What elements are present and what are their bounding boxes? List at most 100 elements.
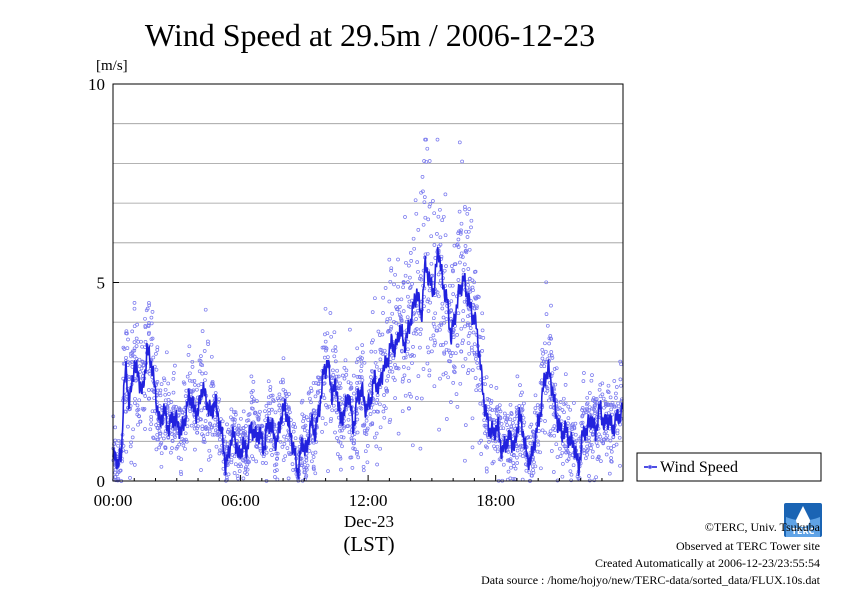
data-point xyxy=(520,404,525,409)
data-point xyxy=(352,432,357,436)
data-point xyxy=(444,347,449,352)
data-point xyxy=(589,442,594,447)
data-point xyxy=(552,433,557,438)
data-point xyxy=(585,452,589,457)
data-point xyxy=(316,389,320,394)
data-point xyxy=(195,387,199,392)
data-point xyxy=(495,449,500,454)
data-point xyxy=(163,387,168,392)
data-point xyxy=(287,407,291,412)
y-axis-unit: [m/s] xyxy=(96,58,128,74)
data-point xyxy=(480,349,485,353)
data-point xyxy=(342,424,347,429)
data-point xyxy=(146,323,151,328)
data-point xyxy=(537,429,541,433)
data-point xyxy=(174,405,178,409)
data-point xyxy=(264,404,269,408)
data-point xyxy=(246,460,251,465)
data-point xyxy=(217,397,221,402)
data-point xyxy=(213,428,218,433)
data-point xyxy=(209,354,214,359)
data-point xyxy=(561,462,565,466)
data-point xyxy=(463,356,468,361)
data-point xyxy=(408,251,413,255)
data-point xyxy=(277,392,282,397)
data-point xyxy=(399,318,404,323)
data-point xyxy=(459,228,463,233)
data-point xyxy=(577,436,582,441)
data-point xyxy=(508,459,513,463)
data-point xyxy=(457,209,462,214)
data-point xyxy=(540,356,545,361)
data-point xyxy=(512,428,517,433)
data-point xyxy=(468,276,472,281)
data-point xyxy=(190,379,195,384)
data-point xyxy=(180,437,185,441)
data-point xyxy=(382,348,387,353)
data-point xyxy=(338,424,342,429)
data-point xyxy=(373,349,378,354)
data-point xyxy=(148,427,153,432)
data-point xyxy=(241,426,246,431)
data-point xyxy=(508,402,513,407)
data-point xyxy=(159,382,164,386)
data-point xyxy=(466,267,471,271)
data-point xyxy=(387,420,392,424)
data-point xyxy=(132,401,137,405)
data-point xyxy=(355,417,360,422)
data-point xyxy=(397,310,402,315)
data-point xyxy=(238,462,242,467)
data-point xyxy=(137,357,142,362)
data-point xyxy=(427,368,432,373)
data-point xyxy=(532,460,536,465)
data-point xyxy=(492,444,496,449)
x-axis-date-label: Dec-23 xyxy=(344,512,394,531)
data-point xyxy=(442,320,447,325)
data-point xyxy=(590,455,595,460)
data-point xyxy=(416,228,421,232)
data-point xyxy=(401,309,406,313)
data-point xyxy=(558,446,562,451)
data-point xyxy=(593,409,597,414)
data-point xyxy=(587,435,591,440)
data-point xyxy=(373,435,377,440)
data-point xyxy=(396,257,400,262)
data-point xyxy=(428,300,432,305)
data-point xyxy=(427,288,432,293)
data-point xyxy=(307,449,312,453)
data-point xyxy=(538,450,542,455)
data-point xyxy=(467,247,472,252)
data-point xyxy=(604,430,608,434)
data-point xyxy=(268,385,273,389)
data-point xyxy=(233,412,238,417)
data-point xyxy=(418,345,422,350)
data-point xyxy=(336,386,341,391)
data-point xyxy=(436,272,441,277)
data-point xyxy=(473,376,478,380)
data-point xyxy=(464,250,469,255)
data-point xyxy=(463,249,468,254)
data-point xyxy=(603,400,608,404)
data-point xyxy=(359,359,364,364)
data-point xyxy=(243,457,247,461)
data-point xyxy=(183,446,187,451)
data-point xyxy=(299,400,304,405)
data-point xyxy=(210,432,215,437)
data-point xyxy=(401,285,405,290)
data-point xyxy=(137,414,141,419)
data-point xyxy=(389,325,394,329)
data-point xyxy=(515,374,520,379)
data-point xyxy=(206,342,210,346)
data-point xyxy=(323,306,328,311)
data-point xyxy=(229,457,234,462)
data-point xyxy=(236,423,241,428)
data-point xyxy=(461,318,465,323)
data-point xyxy=(393,362,397,367)
data-point xyxy=(533,464,538,469)
data-point xyxy=(362,423,366,428)
data-point xyxy=(404,260,408,265)
data-point xyxy=(151,436,156,441)
data-point xyxy=(608,438,613,443)
data-point xyxy=(226,429,230,434)
data-point xyxy=(425,146,430,151)
